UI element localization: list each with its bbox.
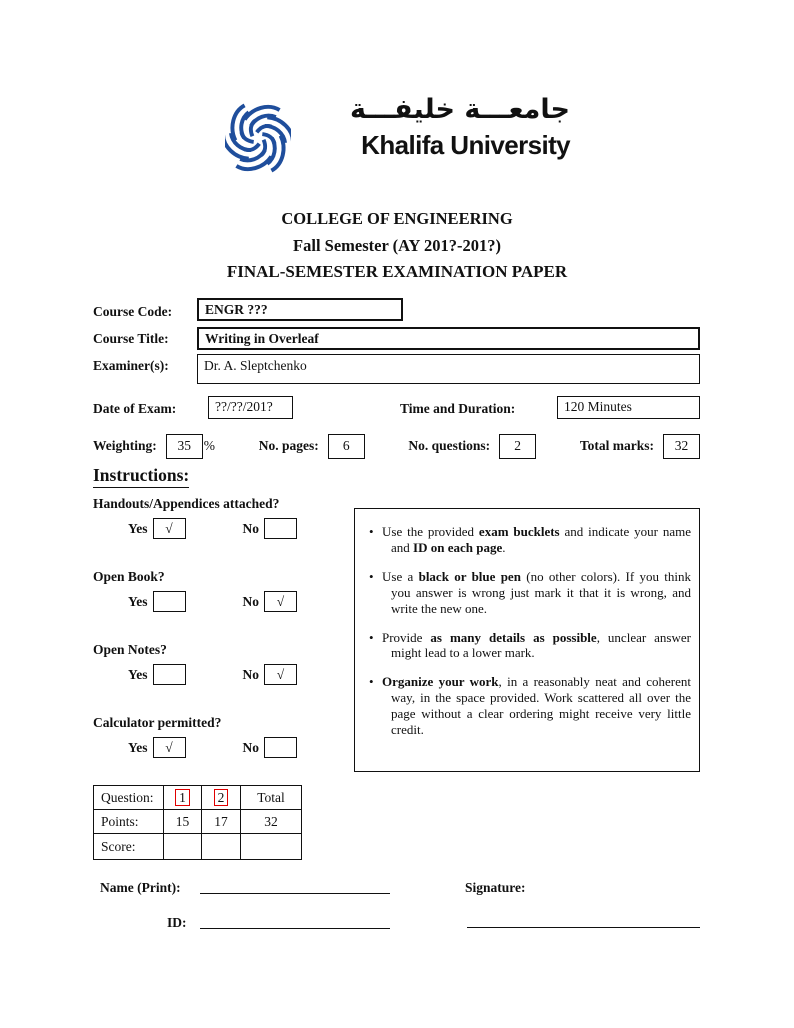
checkbox-question-label: Open Book?: [93, 569, 165, 584]
grade-cell: 32: [240, 809, 302, 834]
checkbox-group-1: Open Book? Yes No √: [93, 569, 353, 612]
time-duration-label: Time and Duration:: [400, 401, 516, 416]
checkbox-row: Yes No √: [128, 664, 353, 685]
yes-checkbox-1[interactable]: [152, 591, 186, 612]
weighting-label: Weighting:: [93, 438, 157, 453]
checkbox-question-label: Calculator permitted?: [93, 715, 222, 730]
checkbox-row: Yes √ No: [128, 518, 353, 539]
question-2-link[interactable]: 2: [213, 789, 229, 806]
no-label: No: [242, 739, 260, 755]
grade-table-row-0: Question: 1 2 Total: [93, 785, 302, 810]
date-of-exam-box: ??/??/201?: [208, 396, 293, 419]
yes-label: Yes: [128, 520, 148, 536]
time-duration-box: 120 Minutes: [557, 396, 700, 419]
num-pages-label: No. pages:: [258, 438, 319, 453]
grade-row-header: Points:: [93, 809, 164, 834]
course-title-label: Course Title:: [93, 331, 169, 346]
bullet-icon: •: [369, 674, 374, 690]
date-of-exam-label: Date of Exam:: [93, 401, 177, 416]
exam-notes-list: • Use the provided exam bucklets and indi…: [363, 524, 691, 738]
id-blank-line: [200, 928, 390, 929]
examiner-label: Examiner(s):: [93, 358, 169, 373]
total-marks-label: Total marks:: [579, 438, 654, 453]
checkbox-group-0: Handouts/Appendices attached? Yes √ No: [93, 496, 353, 539]
note-bullet-3: • Organize your work, in a reasonably nea…: [369, 674, 691, 738]
yes-checkbox-3[interactable]: √: [152, 737, 186, 758]
weighting-box: 35: [165, 433, 203, 459]
grade-row-header: Question:: [93, 785, 164, 810]
exam-stats-row: Weighting: 35 % No. pages: 6 No. questio…: [93, 433, 700, 459]
logo-english-text: Khalifa University: [361, 130, 570, 160]
num-questions-label: No. questions:: [408, 438, 491, 453]
no-checkbox-0[interactable]: [264, 518, 297, 539]
no-label: No: [242, 593, 260, 609]
checkbox-row: Yes √ No: [128, 737, 353, 758]
course-title-box: Writing in Overleaf: [197, 327, 700, 350]
bullet-icon: •: [369, 629, 374, 645]
grade-cell: 1: [163, 785, 202, 810]
no-label: No: [242, 520, 260, 536]
khalifa-knot-logo-icon: [225, 101, 291, 175]
grade-row-header: Score:: [93, 833, 164, 860]
note-bullet-0: • Use the provided exam bucklets and indi…: [369, 524, 691, 555]
no-checkbox-2[interactable]: √: [264, 664, 297, 685]
total-marks-box: 32: [662, 433, 700, 459]
signature-label: Signature:: [465, 880, 526, 895]
grade-cell: Total: [240, 785, 302, 810]
question-1-link[interactable]: 1: [175, 789, 190, 806]
id-label: ID:: [167, 915, 187, 930]
college-title: COLLEGE OF ENGINEERING: [281, 209, 513, 228]
bullet-icon: •: [369, 524, 374, 539]
grade-cell: 2: [201, 785, 241, 810]
name-blank-line: [200, 893, 390, 894]
yes-label: Yes: [128, 666, 148, 682]
checkbox-question-label: Open Notes?: [93, 642, 167, 657]
num-questions-box: 2: [499, 433, 537, 459]
paper-title: FINAL-SEMESTER EXAMINATION PAPER: [226, 262, 568, 281]
yes-checkbox-0[interactable]: √: [152, 518, 186, 539]
signature-blank-line: [467, 927, 700, 928]
no-checkbox-1[interactable]: √: [264, 591, 297, 612]
name-print-label: Name (Print):: [100, 880, 181, 895]
instructions-heading: Instructions:: [93, 465, 190, 488]
no-checkbox-3[interactable]: [264, 737, 297, 758]
examiner-box: Dr. A. Sleptchenko: [197, 354, 700, 384]
yes-checkbox-2[interactable]: [152, 664, 186, 685]
note-bullet-1: • Use a black or blue pen (no other color…: [369, 568, 691, 616]
grade-cell: 15: [163, 809, 202, 834]
no-label: No: [242, 666, 260, 682]
semester-title: Fall Semester (AY 201?-201?): [293, 236, 501, 255]
grade-table: Question: 1 2 Total Points: 15 17 32 Score:: [93, 785, 302, 860]
grade-cell: [240, 833, 302, 860]
note-bullet-2: • Provide as many details as possible, un…: [369, 629, 691, 661]
num-pages-box: 6: [327, 433, 365, 459]
logo-arabic-text: جامعـــة خليفـــة: [349, 94, 570, 125]
yes-label: Yes: [128, 739, 148, 755]
exam-notes-box: • Use the provided exam bucklets and indi…: [354, 508, 700, 772]
university-logo: جامعـــة خليفـــة Khalifa University: [225, 93, 571, 188]
checkbox-question-label: Handouts/Appendices attached?: [93, 496, 280, 511]
checkbox-row: Yes No √: [128, 591, 353, 612]
checkbox-group-2: Open Notes? Yes No √: [93, 642, 353, 685]
course-code-box: ENGR ???: [197, 298, 403, 321]
bullet-icon: •: [369, 568, 374, 584]
checkbox-group-3: Calculator permitted? Yes √ No: [93, 715, 353, 758]
grade-cell: [201, 833, 241, 860]
yes-label: Yes: [128, 593, 148, 609]
grade-cell: 17: [201, 809, 241, 834]
course-code-label: Course Code:: [93, 304, 173, 319]
checkbox-section: Handouts/Appendices attached? Yes √ No Open …: [93, 496, 353, 788]
weighting-unit: %: [203, 438, 216, 453]
grade-cell: [163, 833, 202, 860]
grade-table-row-2: Score:: [93, 833, 302, 860]
grade-table-row-1: Points: 15 17 32: [93, 809, 302, 834]
